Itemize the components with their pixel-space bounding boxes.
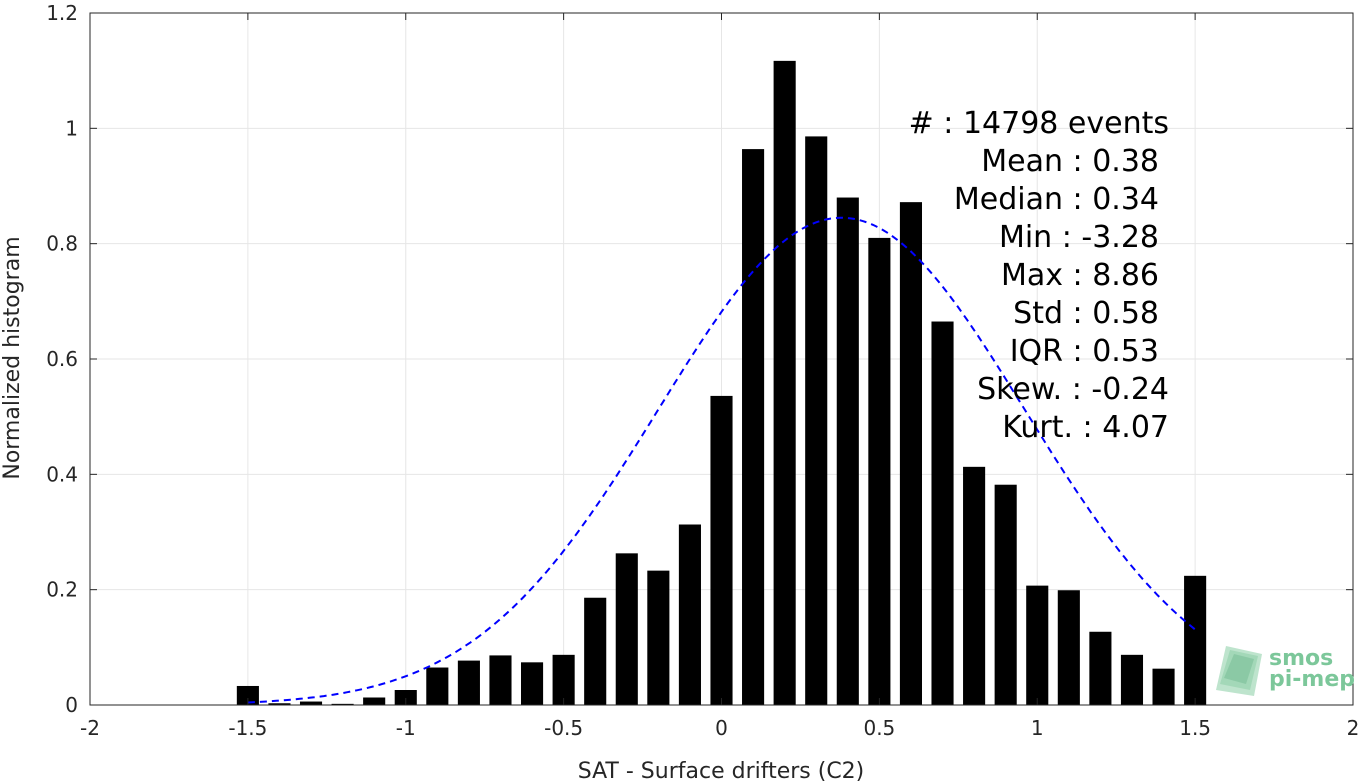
histogram-bar (899, 202, 923, 705)
stat-std: Std : 0.58 (1013, 296, 1159, 331)
stat-mean: Mean : 0.38 (981, 144, 1159, 179)
x-tick-label: 2 (1347, 716, 1360, 740)
y-tick-label: 0.4 (46, 462, 78, 486)
y-tick-label: 0.2 (46, 578, 78, 602)
histogram-bar (584, 597, 607, 705)
logo-line1: smos (1269, 646, 1333, 671)
histogram-bar (678, 524, 701, 705)
y-tick-label: 1 (65, 116, 78, 140)
histogram-bar (394, 690, 417, 705)
y-tick-label: 0.6 (46, 347, 78, 371)
x-tick-label: 1 (1031, 716, 1044, 740)
histogram-bar (268, 703, 291, 705)
stats-annotation: # : 14798 events Mean : 0.38 Median : 0.… (909, 106, 1169, 445)
stat-min: Min : -3.28 (999, 220, 1159, 255)
histogram-bar (363, 697, 386, 705)
histogram-bar (1152, 668, 1175, 705)
histogram-bar (520, 662, 544, 705)
stat-iqr: IQR : 0.53 (1010, 334, 1159, 369)
x-tick-label: -1.5 (228, 716, 267, 740)
y-tick-labels: 0 0.2 0.4 0.6 0.8 1 1.2 (46, 1, 78, 717)
histogram-bar (868, 237, 891, 705)
x-tick-label: -2 (80, 716, 100, 740)
bars (236, 60, 1207, 706)
x-tick-label: 1.5 (1179, 716, 1211, 740)
histogram-bar (426, 667, 449, 705)
histogram-bar (742, 149, 765, 706)
histogram-bar (1089, 631, 1112, 705)
y-tick-label: 1.2 (46, 1, 78, 25)
stat-events: # : 14798 events (909, 106, 1169, 141)
histogram-bar (710, 395, 733, 705)
logo-line2: pi-mep (1269, 667, 1355, 692)
x-axis-label: SAT - Surface drifters (C2) (578, 759, 865, 784)
histogram-bar (963, 466, 986, 705)
normal-fit-curve (247, 216, 1196, 704)
histogram-bar (1184, 575, 1207, 705)
histogram-bar (1026, 585, 1049, 705)
histogram-bar (647, 570, 670, 705)
stat-max: Max : 8.86 (1001, 258, 1159, 293)
histogram-bar (1057, 590, 1080, 705)
histogram-bar (805, 136, 828, 705)
x-tick-label: 0 (715, 716, 728, 740)
histogram-bar (457, 660, 480, 705)
y-axis-label: Normalized histogram (0, 236, 25, 479)
histogram-bar (299, 701, 323, 705)
y-tick-label: 0 (65, 693, 78, 717)
stat-median: Median : 0.34 (954, 182, 1159, 217)
histogram-bar (615, 553, 638, 705)
logo-mark-icon (1216, 646, 1262, 696)
histogram-bar (836, 197, 859, 706)
stat-kurt: Kurt. : 4.07 (1002, 410, 1169, 445)
histogram-bar (236, 685, 259, 705)
x-tick-label: -1 (396, 716, 416, 740)
histogram-bar (552, 654, 575, 705)
histogram-bar (1120, 654, 1144, 705)
histogram-bar (773, 60, 796, 705)
y-tick-label: 0.8 (46, 232, 78, 256)
smos-pi-mep-logo: smos pi-mep (1216, 646, 1355, 696)
x-tick-label: 0.5 (863, 716, 895, 740)
histogram-bar (331, 703, 354, 705)
histogram-bar (994, 484, 1017, 705)
x-tick-label: -0.5 (544, 716, 583, 740)
histogram-bar (489, 655, 512, 705)
ticks (89, 12, 1354, 706)
stat-skew: Skew. : -0.24 (977, 372, 1169, 407)
histogram-bar (931, 321, 954, 705)
x-tick-labels: -2 -1.5 -1 -0.5 0 0.5 1 1.5 2 (80, 716, 1359, 740)
